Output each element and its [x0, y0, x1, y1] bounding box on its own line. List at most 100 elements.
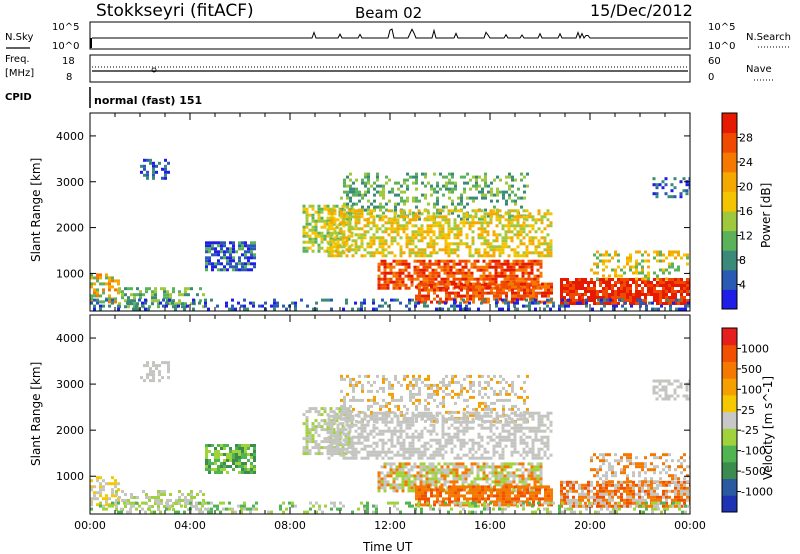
power-echo-cell [626, 278, 629, 281]
velocity-echo-cell [539, 483, 543, 487]
power-echo-cell [375, 248, 379, 252]
power-echo-cell [494, 271, 498, 275]
power-echo-cell [415, 285, 418, 289]
power-echo-cell [411, 218, 415, 222]
velocity-echo-cell [423, 411, 427, 415]
velocity-echo-cell [124, 505, 127, 508]
velocity-echo-cell [111, 488, 114, 492]
power-echo-cell [364, 208, 367, 212]
velocity-echo-cell [214, 462, 217, 465]
power-echo-cell [677, 290, 680, 293]
power-echo-cell [479, 268, 483, 272]
velocity-echo-cell [332, 446, 336, 450]
velocity-echo-cell [438, 411, 442, 415]
velocity-echo-cell [425, 483, 429, 487]
velocity-echo-cell [314, 419, 318, 423]
velocity-echo-cell [232, 456, 235, 459]
power-echo-cell [432, 224, 436, 228]
power-echo-cell [584, 281, 587, 284]
power-echo-cell [300, 298, 303, 302]
power-echo-cell [481, 291, 484, 295]
velocity-echo-cell [497, 465, 501, 469]
power-echo-cell [479, 277, 483, 281]
velocity-echo-cell [389, 462, 393, 466]
velocity-echo-cell [405, 423, 409, 427]
power-echo-cell [294, 304, 297, 308]
velocity-echo-cell [534, 456, 538, 460]
power-echo-cell [423, 301, 426, 305]
velocity-echo-cell [154, 496, 157, 499]
velocity-echo-cell [415, 383, 418, 387]
velocity-echo-cell [220, 468, 223, 471]
power-echo-cell [470, 265, 474, 269]
power-echo-cell [438, 221, 442, 225]
power-echo-cell [469, 288, 472, 292]
velocity-echo-cell [399, 432, 403, 436]
velocity-echo-cell [352, 389, 355, 393]
power-echo-cell [420, 254, 424, 258]
velocity-echo-cell [455, 462, 459, 466]
velocity-echo-cell [430, 395, 433, 399]
power-echo-cell [408, 307, 411, 311]
power-echo-cell [124, 299, 127, 303]
power-echo-cell [162, 304, 165, 308]
power-echo-cell [327, 212, 331, 216]
power-echo-cell [447, 221, 451, 225]
power-echo-cell [656, 293, 659, 296]
velocity-echo-cell [487, 383, 490, 387]
colorbar-tick-label: 16 [739, 205, 753, 218]
velocity-echo-cell [164, 361, 167, 365]
velocity-echo-cell [522, 432, 526, 436]
power-echo-cell [152, 167, 155, 171]
power-echo-cell [647, 259, 650, 263]
power-echo-cell [537, 301, 540, 305]
power-echo-cell [590, 299, 593, 302]
power-echo-cell [508, 187, 511, 191]
velocity-echo-cell [478, 374, 481, 378]
power-echo-cell [451, 297, 454, 301]
velocity-echo-cell [342, 426, 346, 430]
power-echo-cell [438, 224, 442, 228]
power-echo-cell [578, 296, 581, 299]
power-echo-cell [317, 231, 321, 235]
velocity-echo-cell [407, 468, 411, 472]
power-echo-cell [407, 265, 411, 269]
velocity-echo-cell [410, 465, 414, 469]
power-echo-cell [680, 256, 683, 260]
power-echo-cell [468, 221, 472, 225]
power-echo-cell [550, 291, 553, 295]
velocity-echo-cell [537, 411, 541, 415]
power-echo-cell [326, 204, 330, 208]
velocity-echo-cell [232, 468, 235, 471]
velocity-echo-cell [111, 491, 114, 495]
power-echo-cell [454, 187, 457, 191]
power-echo-cell [534, 307, 537, 311]
velocity-echo-cell [327, 429, 331, 433]
power-echo-cell [464, 277, 468, 281]
power-echo-cell [509, 262, 513, 266]
power-echo-cell [495, 233, 499, 237]
power-echo-cell [456, 248, 460, 252]
power-echo-cell [462, 307, 465, 311]
velocity-echo-cell [388, 392, 391, 396]
power-echo-cell [414, 230, 418, 234]
velocity-echo-cell [412, 383, 415, 387]
power-echo-cell [635, 271, 638, 275]
power-echo-cell [338, 243, 342, 247]
power-echo-cell [142, 293, 145, 297]
velocity-echo-cell [522, 447, 526, 451]
velocity-echo-cell [482, 468, 486, 472]
power-echo-cell [93, 307, 96, 311]
power-echo-cell [549, 221, 553, 225]
velocity-echo-cell [388, 380, 391, 384]
power-echo-cell [513, 209, 517, 213]
velocity-echo-cell [459, 438, 463, 442]
velocity-echo-cell [451, 380, 454, 384]
power-echo-cell [530, 271, 534, 275]
power-echo-cell [143, 158, 146, 162]
power-echo-cell [513, 254, 517, 258]
power-echo-cell [481, 178, 484, 182]
power-echo-cell [250, 247, 253, 251]
power-echo-cell [348, 227, 352, 231]
power-echo-cell [414, 254, 418, 258]
